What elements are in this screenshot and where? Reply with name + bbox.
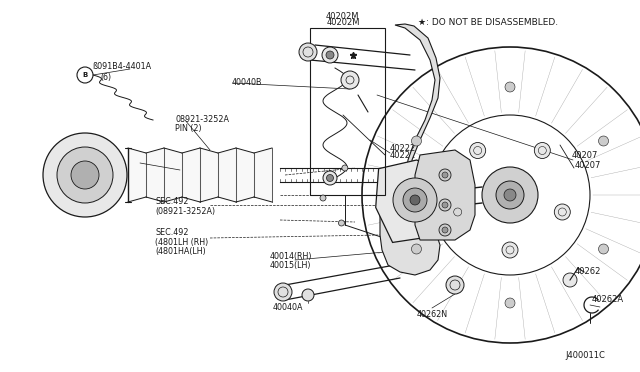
Text: SEC.391: SEC.391	[68, 148, 101, 157]
Text: 40202M: 40202M	[326, 18, 360, 27]
Circle shape	[299, 43, 317, 61]
Text: (08921-3252A): (08921-3252A)	[155, 207, 215, 216]
Text: (39100M (RH): (39100M (RH)	[68, 158, 123, 167]
Text: 08921-3252A: 08921-3252A	[175, 115, 229, 124]
Circle shape	[439, 224, 451, 236]
Circle shape	[326, 174, 333, 182]
Circle shape	[410, 195, 420, 205]
Circle shape	[71, 161, 99, 189]
Circle shape	[502, 242, 518, 258]
Circle shape	[563, 273, 577, 287]
Circle shape	[393, 178, 437, 222]
Text: 40015(LH): 40015(LH)	[270, 261, 312, 270]
Text: 40262: 40262	[575, 267, 602, 276]
Text: 40207: 40207	[575, 160, 602, 170]
Circle shape	[505, 82, 515, 92]
Circle shape	[439, 199, 451, 211]
Text: (39100MA(LH): (39100MA(LH)	[68, 167, 125, 176]
Polygon shape	[415, 150, 475, 240]
Circle shape	[534, 142, 550, 158]
Circle shape	[412, 244, 422, 254]
Polygon shape	[380, 210, 440, 275]
Circle shape	[442, 172, 448, 178]
Circle shape	[482, 167, 538, 223]
Text: J400011C: J400011C	[565, 351, 605, 360]
Circle shape	[403, 188, 427, 212]
Text: SEC.492: SEC.492	[155, 197, 189, 206]
Circle shape	[598, 136, 609, 146]
Text: (6): (6)	[100, 73, 111, 82]
Text: 40222: 40222	[390, 151, 416, 160]
Circle shape	[326, 51, 334, 59]
Circle shape	[77, 67, 93, 83]
Circle shape	[598, 244, 609, 254]
Text: PIN (2): PIN (2)	[175, 124, 202, 133]
Text: 40207: 40207	[572, 151, 598, 160]
Circle shape	[342, 165, 348, 171]
Polygon shape	[395, 24, 440, 190]
Circle shape	[302, 289, 314, 301]
Text: ★: DO NOT BE DISASSEMBLED.: ★: DO NOT BE DISASSEMBLED.	[418, 18, 558, 27]
Circle shape	[554, 204, 570, 220]
Text: 40262N: 40262N	[417, 310, 447, 319]
Circle shape	[320, 195, 326, 201]
Polygon shape	[376, 160, 461, 243]
Circle shape	[446, 276, 464, 294]
Text: 40202M: 40202M	[325, 12, 359, 21]
Circle shape	[504, 189, 516, 201]
Text: 40222: 40222	[390, 144, 416, 153]
Text: SEC.492: SEC.492	[155, 228, 189, 237]
Circle shape	[442, 202, 448, 208]
Bar	[310, 28, 385, 195]
Circle shape	[496, 181, 524, 209]
Circle shape	[57, 147, 113, 203]
Text: ß091B4-4401A: ß091B4-4401A	[92, 62, 151, 71]
Text: 40040B: 40040B	[232, 78, 262, 87]
Circle shape	[339, 220, 344, 226]
Text: 40040A: 40040A	[273, 303, 303, 312]
Circle shape	[341, 71, 359, 89]
Circle shape	[274, 283, 292, 301]
Text: B: B	[83, 72, 88, 78]
Circle shape	[450, 204, 466, 220]
Text: 40014(RH): 40014(RH)	[270, 252, 312, 261]
Text: (4801HA(LH): (4801HA(LH)	[155, 247, 205, 256]
Text: 40262A: 40262A	[592, 295, 624, 305]
Circle shape	[442, 227, 448, 233]
Circle shape	[412, 136, 422, 146]
Circle shape	[439, 169, 451, 181]
Circle shape	[322, 47, 338, 63]
Circle shape	[323, 171, 337, 185]
Text: (4801LH (RH): (4801LH (RH)	[155, 238, 208, 247]
Circle shape	[43, 133, 127, 217]
Circle shape	[470, 142, 486, 158]
Circle shape	[505, 298, 515, 308]
